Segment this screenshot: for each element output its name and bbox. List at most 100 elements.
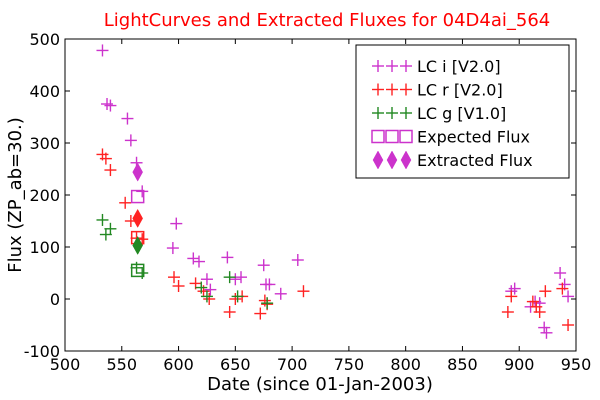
data-point xyxy=(121,112,134,125)
data-point xyxy=(104,222,117,235)
y-tick-label: 500 xyxy=(29,30,60,49)
data-point xyxy=(192,255,205,268)
data-point xyxy=(221,251,234,264)
legend-marker xyxy=(400,107,412,119)
data-point xyxy=(501,306,514,318)
legend-entry: LC i [V2.0] xyxy=(372,57,501,76)
data-point xyxy=(136,267,149,279)
legend-entry: LC r [V2.0] xyxy=(372,81,503,100)
extracted-flux-marker xyxy=(132,162,143,182)
data-point xyxy=(274,287,287,300)
data-point xyxy=(540,326,553,339)
data-point xyxy=(526,295,539,308)
data-point xyxy=(119,196,132,209)
legend-marker xyxy=(386,83,398,96)
data-marks xyxy=(96,44,575,339)
data-point xyxy=(533,306,546,318)
legend-label: LC i [V2.0] xyxy=(417,57,501,76)
data-point xyxy=(200,273,213,286)
x-tick-label: 500 xyxy=(50,355,81,374)
data-point xyxy=(297,285,310,298)
data-point xyxy=(104,99,117,112)
data-point xyxy=(505,290,518,303)
y-tick-label: 0 xyxy=(50,290,60,309)
legend-marker xyxy=(372,60,384,72)
data-point xyxy=(562,319,575,331)
legend-marker xyxy=(386,150,398,170)
data-point xyxy=(538,321,551,334)
data-point xyxy=(200,290,213,303)
legend-marker xyxy=(400,60,412,72)
legend-entry: Expected Flux xyxy=(371,128,530,147)
chart-title: LightCurves and Extracted Fluxes for 04D… xyxy=(104,10,551,31)
data-point xyxy=(562,290,575,303)
y-tick-label: 100 xyxy=(29,238,60,257)
legend-marker xyxy=(400,150,412,170)
legend-entry: LC g [V1.0] xyxy=(372,104,506,123)
x-tick-label: 950 xyxy=(561,355,592,374)
x-tick-label: 700 xyxy=(277,355,308,374)
expected-flux-marker xyxy=(130,263,145,278)
data-point xyxy=(556,282,569,295)
data-point xyxy=(172,280,185,292)
data-point xyxy=(96,213,109,226)
data-point xyxy=(261,297,274,310)
data-point xyxy=(235,271,248,284)
data-point xyxy=(204,283,217,296)
data-point xyxy=(263,278,276,291)
y-tick-label: 200 xyxy=(29,186,60,205)
data-point xyxy=(96,44,109,57)
data-point xyxy=(508,282,521,295)
data-point xyxy=(170,217,183,230)
data-point xyxy=(231,290,244,303)
y-tick-label: -100 xyxy=(24,342,60,361)
legend-label: LC g [V1.0] xyxy=(417,104,506,123)
expected-flux-marker xyxy=(130,189,145,204)
x-tick-label: 800 xyxy=(390,355,421,374)
data-point xyxy=(187,252,200,265)
legend-label: Expected Flux xyxy=(417,128,530,147)
x-tick-label: 900 xyxy=(504,355,535,374)
legend-label: Extracted Flux xyxy=(417,151,533,170)
data-point xyxy=(99,152,112,165)
data-point xyxy=(168,271,181,284)
data-point xyxy=(539,285,552,298)
data-point xyxy=(166,242,179,255)
extracted-flux-marker xyxy=(132,208,143,228)
x-axis-label: Date (since 01-Jan-2003) xyxy=(207,374,433,395)
x-tick-label: 650 xyxy=(220,355,251,374)
legend-marker xyxy=(385,129,399,144)
data-point xyxy=(554,267,567,279)
data-point xyxy=(223,306,236,318)
legend-marker xyxy=(372,107,384,119)
data-point xyxy=(124,134,137,147)
legend-marker xyxy=(372,150,384,170)
legend-marker xyxy=(386,60,398,72)
legend-marker xyxy=(386,107,398,119)
data-point xyxy=(203,293,216,305)
x-tick-label: 600 xyxy=(163,355,194,374)
extracted-flux-marker xyxy=(132,235,143,255)
data-point xyxy=(254,307,267,320)
y-tick-label: 300 xyxy=(29,134,60,153)
data-point xyxy=(257,259,270,272)
x-tick-label: 750 xyxy=(334,355,365,374)
legend-marker xyxy=(372,83,384,96)
y-axis-label: Flux (ZP_ab=30.) xyxy=(5,117,26,273)
x-tick-label: 850 xyxy=(447,355,478,374)
data-point xyxy=(229,273,242,286)
data-point xyxy=(101,98,114,110)
data-point xyxy=(291,254,304,266)
x-tick-label: 550 xyxy=(107,355,138,374)
data-point xyxy=(223,271,236,284)
legend-entry: Extracted Flux xyxy=(372,150,533,170)
legend-marker xyxy=(400,83,412,96)
legend: LC i [V2.0] LC r [V2.0] LC g [V1.0] Expecte… xyxy=(355,44,570,179)
data-point xyxy=(136,185,149,198)
legend-marker xyxy=(371,129,385,144)
y-tick-label: 400 xyxy=(29,82,60,101)
axis-ticks: 500 550 600 650 700 750 800 850 900 950 -100 0 100 20… xyxy=(24,30,592,374)
legend-label: LC r [V2.0] xyxy=(417,81,503,100)
data-point xyxy=(229,293,242,305)
